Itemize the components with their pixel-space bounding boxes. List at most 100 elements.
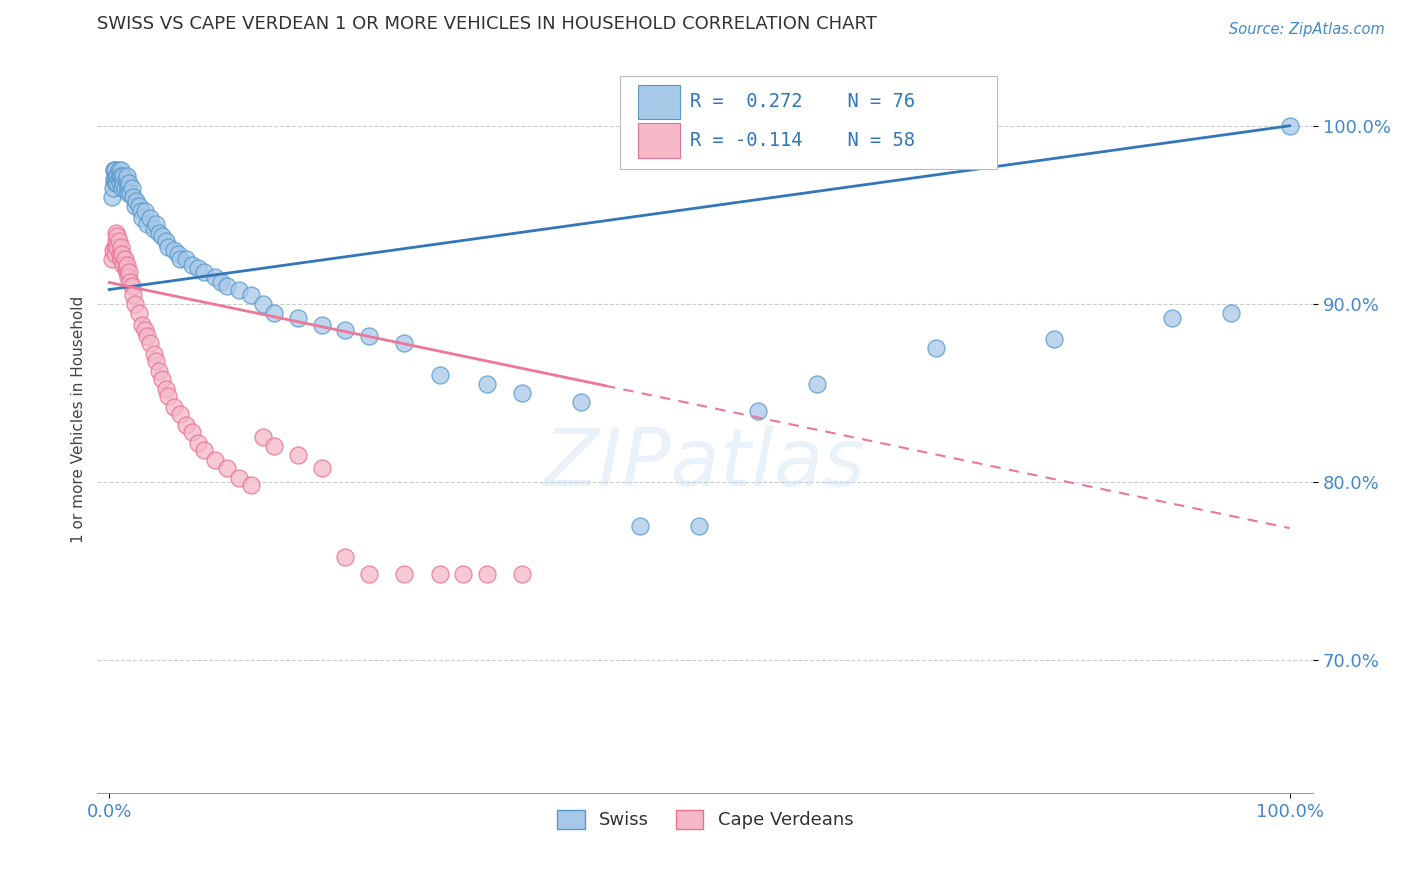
Point <box>120 276 142 290</box>
Point <box>114 261 136 276</box>
Point <box>357 567 380 582</box>
Point <box>111 247 134 261</box>
Text: R =  0.272    N = 76: R = 0.272 N = 76 <box>689 92 914 112</box>
Point <box>110 169 132 183</box>
Point <box>104 163 127 178</box>
Point <box>228 283 250 297</box>
Point <box>145 217 167 231</box>
Point <box>105 235 128 249</box>
Point <box>114 172 136 186</box>
Y-axis label: 1 or more Vehicles in Household: 1 or more Vehicles in Household <box>72 296 86 543</box>
Point <box>107 235 129 249</box>
Point <box>287 311 309 326</box>
Point <box>512 385 534 400</box>
Point <box>103 163 125 178</box>
Point <box>150 229 173 244</box>
Text: ZIPatlas: ZIPatlas <box>544 425 866 503</box>
Point <box>217 279 239 293</box>
Point <box>217 460 239 475</box>
FancyBboxPatch shape <box>638 123 679 158</box>
Point <box>394 567 416 582</box>
Point <box>115 258 138 272</box>
Point <box>1042 332 1064 346</box>
Point <box>174 252 197 267</box>
Point <box>139 211 162 226</box>
Point <box>105 226 128 240</box>
Point <box>187 435 209 450</box>
Point <box>143 222 166 236</box>
Point <box>124 199 146 213</box>
Text: Source: ZipAtlas.com: Source: ZipAtlas.com <box>1229 22 1385 37</box>
Point <box>107 229 129 244</box>
Point <box>252 430 274 444</box>
Point <box>125 194 148 208</box>
Point <box>115 169 138 183</box>
Point <box>187 261 209 276</box>
Point <box>174 417 197 432</box>
Point <box>475 376 498 391</box>
Point <box>117 181 139 195</box>
Point <box>121 279 143 293</box>
Point <box>107 169 129 183</box>
Point <box>311 460 333 475</box>
Point <box>252 297 274 311</box>
Point <box>112 258 135 272</box>
Point <box>155 235 177 249</box>
Point <box>104 240 127 254</box>
Point <box>1219 306 1241 320</box>
Point <box>157 389 180 403</box>
Point <box>107 172 129 186</box>
Point <box>117 186 139 201</box>
Point <box>394 335 416 350</box>
Point <box>115 265 138 279</box>
Point <box>107 240 129 254</box>
Point <box>121 288 143 302</box>
Point <box>136 217 159 231</box>
Point <box>110 163 132 178</box>
Point <box>512 567 534 582</box>
Text: R = -0.114    N = 58: R = -0.114 N = 58 <box>689 131 914 150</box>
Point <box>145 353 167 368</box>
Point <box>128 199 150 213</box>
Point <box>204 453 226 467</box>
Point <box>287 448 309 462</box>
Point <box>148 226 170 240</box>
Point <box>747 403 769 417</box>
Point <box>157 240 180 254</box>
Point <box>335 324 357 338</box>
Point <box>180 425 202 439</box>
Point <box>104 247 127 261</box>
Point <box>1278 119 1301 133</box>
Point <box>107 176 129 190</box>
Point <box>104 172 127 186</box>
Point <box>569 394 592 409</box>
Point <box>150 371 173 385</box>
Point <box>429 368 451 382</box>
Point <box>107 163 129 178</box>
Point <box>169 407 191 421</box>
Point <box>108 176 131 190</box>
Point <box>263 306 285 320</box>
Point <box>429 567 451 582</box>
Point <box>100 252 122 267</box>
Point <box>124 297 146 311</box>
Point <box>105 169 128 183</box>
Point <box>311 318 333 333</box>
Point <box>204 270 226 285</box>
Text: SWISS VS CAPE VERDEAN 1 OR MORE VEHICLES IN HOUSEHOLD CORRELATION CHART: SWISS VS CAPE VERDEAN 1 OR MORE VEHICLES… <box>97 15 877 33</box>
Point <box>110 240 132 254</box>
Point <box>103 176 125 190</box>
Point <box>209 276 232 290</box>
Point <box>118 265 141 279</box>
Point <box>180 258 202 272</box>
Point <box>110 252 132 267</box>
Point <box>924 341 946 355</box>
Point <box>101 181 124 195</box>
Point <box>193 265 215 279</box>
Point <box>131 211 153 226</box>
Point <box>115 176 138 190</box>
Point <box>120 186 142 201</box>
FancyBboxPatch shape <box>638 85 679 119</box>
Point <box>103 163 125 178</box>
Point <box>101 244 124 258</box>
